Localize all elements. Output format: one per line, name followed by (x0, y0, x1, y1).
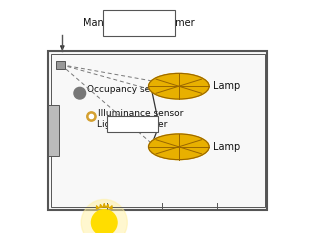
Text: Lamp: Lamp (213, 81, 240, 91)
Bar (48, 105, 59, 156)
Circle shape (91, 210, 117, 233)
Circle shape (87, 112, 96, 121)
Text: Lamp: Lamp (213, 142, 240, 152)
FancyBboxPatch shape (103, 10, 175, 36)
Text: Manual switch-dimmer: Manual switch-dimmer (83, 18, 195, 28)
Bar (48, 51, 267, 210)
Bar (51, 54, 265, 207)
Circle shape (74, 87, 86, 99)
Text: Occupancy sensor: Occupancy sensor (87, 85, 169, 94)
Circle shape (89, 114, 94, 119)
Bar (57, 61, 65, 69)
Bar (107, 116, 158, 132)
Circle shape (81, 199, 127, 233)
Ellipse shape (149, 134, 209, 160)
Text: Light Controller: Light Controller (97, 120, 167, 129)
Ellipse shape (149, 73, 209, 99)
Text: Illuminance sensor: Illuminance sensor (98, 109, 184, 118)
